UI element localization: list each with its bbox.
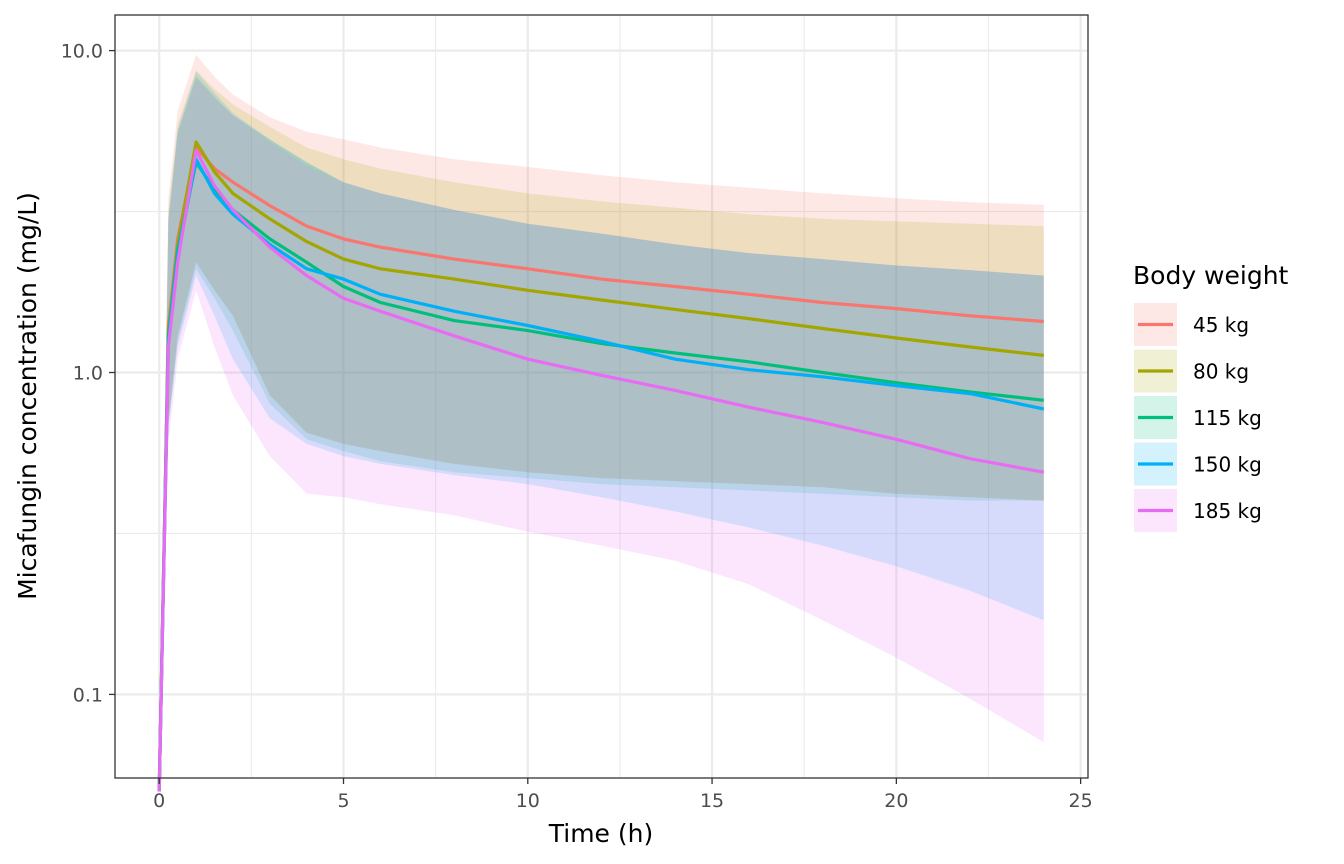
band-185-kg	[159, 78, 1044, 792]
plot-panel	[115, 15, 1088, 778]
band-150-kg	[159, 71, 1044, 792]
x-axis: 0 5 10 15 20 25	[153, 778, 1093, 812]
legend-item-185-kg: 185 kg	[1134, 489, 1262, 532]
legend-title: Body weight	[1133, 261, 1289, 290]
legend-label: 150 kg	[1193, 453, 1262, 477]
band-80-kg	[159, 70, 1044, 792]
series-lines	[157, 140, 1045, 792]
ribbon-bands	[159, 54, 1044, 792]
legend-item-115-kg: 115 kg	[1134, 396, 1262, 439]
legend-label: 80 kg	[1193, 360, 1249, 384]
series-line-80-kg	[157, 140, 1044, 792]
x-tick-label: 15	[700, 790, 724, 812]
legend-label: 115 kg	[1193, 406, 1262, 430]
x-tick-label: 0	[153, 790, 165, 812]
legend-item-45-kg: 45 kg	[1134, 303, 1249, 346]
x-tick-label: 10	[516, 790, 540, 812]
y-axis-title: Micafungin concentration (mg/L)	[13, 192, 42, 600]
x-tick-label: 5	[337, 790, 349, 812]
y-axis: 0.1 1.0 10.0	[61, 41, 115, 706]
plot-panel-border	[114, 14, 1089, 779]
y-tick-label: 10.0	[61, 41, 103, 63]
grid	[115, 15, 1088, 778]
legend-item-80-kg: 80 kg	[1134, 349, 1249, 393]
legend-item-150-kg: 150 kg	[1134, 442, 1262, 486]
x-tick-label: 25	[1069, 790, 1093, 812]
x-tick-label: 20	[884, 790, 908, 812]
y-tick-label: 0.1	[73, 684, 103, 706]
band-45-kg	[159, 54, 1044, 792]
legend: Body weight 45 kg 80 kg 115 kg 150 kg 185 kg	[1133, 261, 1289, 532]
legend-label: 45 kg	[1193, 313, 1249, 337]
x-axis-title: Time (h)	[548, 819, 653, 848]
series-line-185-kg	[157, 148, 1045, 792]
legend-label: 185 kg	[1193, 499, 1262, 523]
y-tick-label: 1.0	[73, 363, 103, 385]
band-115-kg	[159, 76, 1044, 792]
